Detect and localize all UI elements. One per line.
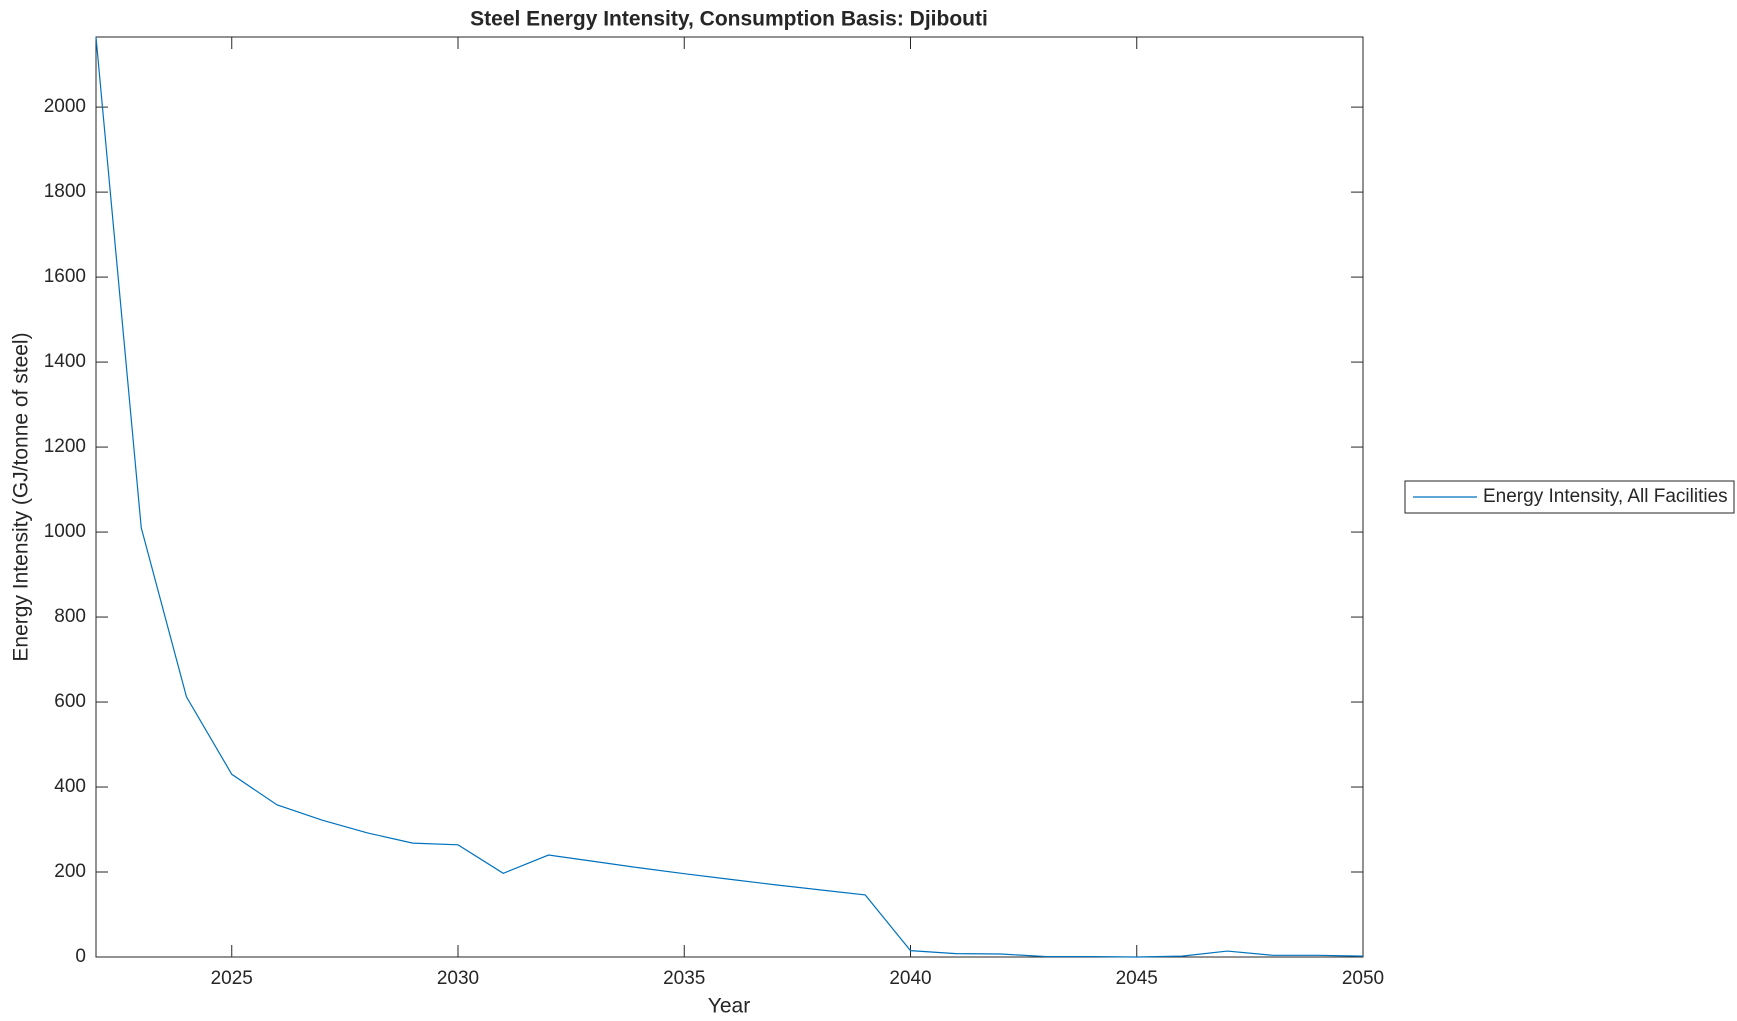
y-tick-label: 600 xyxy=(54,691,86,712)
x-tick-label: 2035 xyxy=(663,968,705,989)
chart-title: Steel Energy Intensity, Consumption Basi… xyxy=(470,8,988,31)
y-tick-label: 0 xyxy=(75,946,86,967)
y-tick-label: 1200 xyxy=(44,436,86,457)
x-tick-label: 2050 xyxy=(1342,968,1384,989)
y-tick-label: 2000 xyxy=(44,96,86,117)
y-tick-label: 200 xyxy=(54,861,86,882)
plot-area xyxy=(95,36,1364,958)
y-tick-label: 1800 xyxy=(44,181,86,202)
data-line xyxy=(95,36,1364,958)
legend: Energy Intensity, All Facilities xyxy=(1404,480,1735,514)
y-tick-label: 400 xyxy=(54,776,86,797)
y-tick-label: 800 xyxy=(54,606,86,627)
y-tick-label: 1400 xyxy=(44,351,86,372)
legend-label: Energy Intensity, All Facilities xyxy=(1483,486,1728,507)
y-axis-label: Energy Intensity (GJ/tonne of steel) xyxy=(10,332,33,661)
x-tick-label: 2030 xyxy=(437,968,479,989)
y-tick-label: 1600 xyxy=(44,266,86,287)
y-tick-label: 1000 xyxy=(44,521,86,542)
x-tick-label: 2025 xyxy=(211,968,253,989)
x-tick-label: 2045 xyxy=(1116,968,1158,989)
x-tick-label: 2040 xyxy=(889,968,931,989)
x-axis-label: Year xyxy=(708,995,750,1018)
